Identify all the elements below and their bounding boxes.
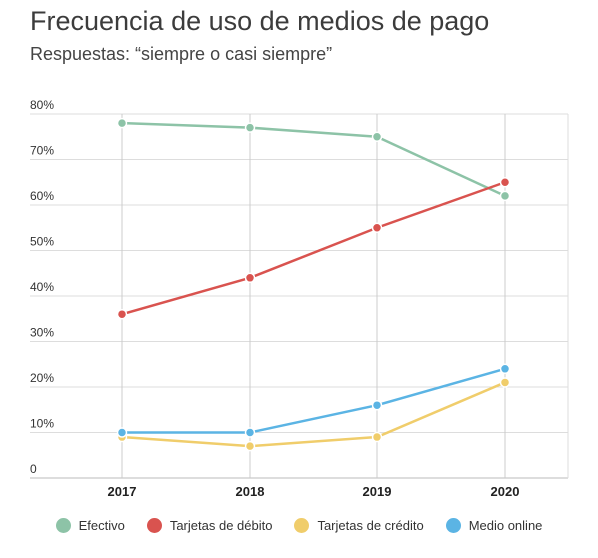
y-tick-label: 20% xyxy=(30,371,54,385)
data-point xyxy=(371,222,383,233)
data-point xyxy=(499,377,511,388)
x-tick-label: 2019 xyxy=(363,484,392,499)
legend-label: Efectivo xyxy=(78,518,125,533)
legend-item: Efectivo xyxy=(55,518,125,533)
y-tick-label: 0 xyxy=(30,462,37,476)
data-point xyxy=(499,363,511,375)
data-point xyxy=(244,272,256,284)
data-point xyxy=(371,431,383,443)
data-point xyxy=(499,177,511,188)
legend-label: Medio online xyxy=(468,518,543,533)
series-line-1 xyxy=(121,181,506,316)
y-tick-label: 10% xyxy=(30,417,54,431)
x-tick-label: 2017 xyxy=(108,484,137,499)
line-chart: 0 10% 20% 30% 40% 50% 60% 70% 80% 2017 2018 2019 202… xyxy=(30,98,569,499)
x-tick-label: 2018 xyxy=(236,484,265,499)
y-tick-label: 40% xyxy=(30,280,54,294)
chart-subtitle: Respuestas: “siempre o casi siempre” xyxy=(30,44,333,64)
data-point xyxy=(116,117,128,129)
legend-item: Tarjetas de crédito xyxy=(294,518,424,533)
legend-label: Tarjetas de crédito xyxy=(317,518,424,533)
data-point xyxy=(116,427,128,438)
y-tick-label: 30% xyxy=(30,326,54,340)
y-tick-label: 80% xyxy=(30,98,54,112)
y-tick-label: 60% xyxy=(30,189,54,203)
legend-swatch xyxy=(445,518,461,533)
data-point xyxy=(499,190,511,202)
legend-swatch xyxy=(294,518,310,533)
data-point xyxy=(371,131,383,142)
y-tick-label: 50% xyxy=(30,235,54,249)
y-tick-label: 70% xyxy=(30,144,54,158)
x-tick-label: 2020 xyxy=(491,484,520,499)
legend-swatch xyxy=(55,518,71,533)
data-point xyxy=(244,122,256,133)
series-line-3 xyxy=(122,367,506,434)
data-point xyxy=(244,440,256,452)
legend-label: Tarjetas de débito xyxy=(169,518,273,533)
chart-legend: Efectivo Tarjetas de débito Tarjetas de cr… xyxy=(0,518,598,533)
legend-item: Medio online xyxy=(445,518,543,533)
data-point xyxy=(244,427,256,438)
legend-item: Tarjetas de débito xyxy=(146,518,273,533)
series-line-0 xyxy=(121,121,506,198)
series-line-2 xyxy=(121,381,506,448)
data-point xyxy=(116,308,128,320)
chart-title: Frecuencia de uso de medios de pago xyxy=(30,6,490,36)
legend-swatch xyxy=(146,518,162,533)
data-point xyxy=(371,399,383,411)
